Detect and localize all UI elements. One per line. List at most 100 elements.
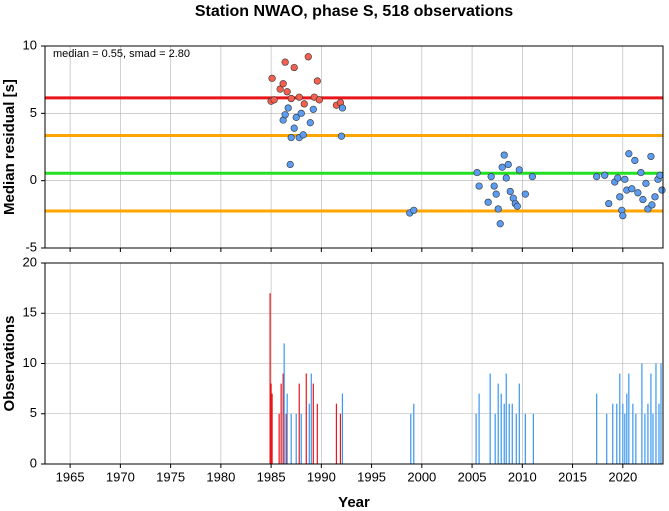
bar [497, 383, 499, 464]
data-point [473, 168, 481, 177]
bar [298, 383, 300, 464]
bar [300, 413, 302, 464]
bar [655, 363, 657, 464]
data-point [283, 88, 291, 96]
y-tick-label: 10 [23, 355, 37, 370]
data-point [299, 131, 307, 139]
data-point [619, 212, 627, 220]
x-tick-label: 1975 [156, 469, 185, 484]
data-point [410, 206, 418, 214]
data-point [593, 173, 601, 181]
bar [518, 383, 520, 464]
bar [305, 373, 307, 464]
y-tick-label: 10 [23, 37, 37, 52]
data-point [496, 220, 504, 228]
data-point [601, 171, 609, 179]
bar [660, 363, 662, 464]
data-point [528, 173, 536, 181]
y-tick-label: 0 [30, 455, 37, 470]
data-point [502, 174, 510, 182]
bar [612, 403, 614, 464]
y-tick-label: 20 [23, 254, 37, 269]
chart-title: Station NWAO, phase S, 518 observations [195, 3, 513, 20]
bar [505, 373, 507, 464]
y-tick-label: 5 [30, 105, 37, 120]
y-tick-label: -5 [25, 239, 37, 254]
data-point [647, 152, 655, 161]
x-tick-label: 1965 [56, 469, 85, 484]
y-axis-label: Observations [1, 316, 18, 412]
bar [278, 413, 280, 464]
x-axis-label: Year [338, 494, 370, 511]
data-point [315, 96, 323, 104]
x-tick-label: 1980 [206, 469, 235, 484]
data-point [295, 93, 303, 101]
x-tick-label: 2020 [608, 469, 637, 484]
bar [644, 413, 646, 464]
x-tick-label: 1990 [307, 469, 336, 484]
bar [596, 393, 598, 464]
bar [341, 393, 344, 464]
data-point [621, 175, 629, 183]
data-point [290, 63, 298, 72]
data-point [297, 109, 305, 117]
x-tick-label: 1985 [257, 469, 286, 484]
bar [650, 373, 652, 464]
data-point [500, 151, 508, 159]
plot-frame [44, 45, 664, 249]
bar [622, 403, 624, 464]
bar [286, 393, 288, 464]
y-axis-label: Median residual [s] [1, 79, 18, 215]
bar [500, 393, 502, 464]
data-point [313, 77, 321, 85]
bar [280, 383, 282, 464]
bar [532, 413, 534, 464]
y-tick-label: 15 [23, 305, 37, 320]
data-point [656, 171, 664, 179]
data-point [637, 168, 645, 177]
bar [310, 373, 312, 464]
data-point [492, 190, 500, 198]
data-point [521, 190, 529, 198]
bar [511, 403, 513, 464]
x-tick-label: 2005 [458, 469, 487, 484]
data-point [658, 186, 666, 194]
data-point [337, 132, 346, 140]
x-tick-label: 2015 [558, 469, 587, 484]
bar [632, 403, 634, 464]
data-point [306, 119, 314, 127]
bar [635, 413, 637, 464]
data-point [639, 195, 647, 204]
data-point [605, 199, 613, 208]
data-point [616, 193, 624, 201]
data-point [628, 185, 636, 193]
data-point [287, 133, 295, 142]
bar [478, 393, 480, 464]
bar [475, 413, 477, 464]
data-point [498, 163, 506, 171]
bar [647, 403, 649, 464]
data-point [290, 124, 298, 132]
bar [606, 413, 608, 464]
data-point [292, 113, 300, 121]
bar [508, 403, 510, 464]
annotation: median = 0.55, smad = 2.80 [53, 48, 190, 60]
bar [658, 403, 660, 464]
bar [410, 413, 412, 464]
bar [624, 413, 626, 464]
data-point [268, 74, 276, 82]
bar [641, 363, 643, 464]
data-point [494, 205, 502, 213]
bar [489, 373, 491, 464]
bar [270, 383, 272, 464]
data-point [515, 166, 523, 174]
bar [503, 403, 505, 464]
data-point [504, 160, 512, 169]
bar [515, 413, 517, 464]
x-tick-label: 2000 [407, 469, 436, 484]
bar [285, 413, 287, 464]
data-point [286, 160, 294, 169]
bar [283, 343, 285, 464]
bar [312, 383, 314, 464]
